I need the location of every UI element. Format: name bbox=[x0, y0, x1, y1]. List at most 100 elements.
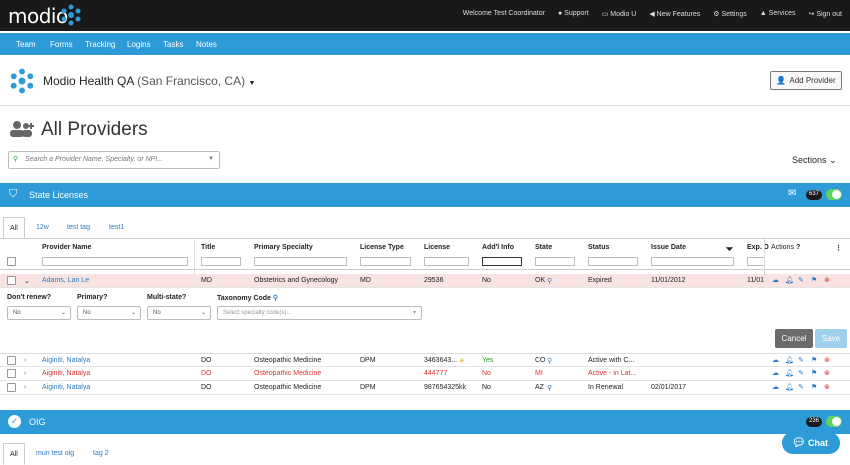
filter-specialty[interactable] bbox=[254, 257, 347, 266]
col-license-type[interactable]: License Type bbox=[360, 244, 404, 251]
expand-chevron-icon[interactable]: › bbox=[24, 370, 27, 377]
filter-provider-name[interactable] bbox=[42, 257, 188, 266]
filter-status[interactable] bbox=[588, 257, 638, 266]
filter-title[interactable] bbox=[201, 257, 241, 266]
expand-chevron-icon[interactable]: › bbox=[24, 384, 27, 391]
cancel-button[interactable]: Cancel bbox=[775, 329, 813, 348]
row-checkbox[interactable] bbox=[7, 383, 16, 392]
dont-renew-select[interactable]: No ⌄ bbox=[7, 306, 71, 320]
modio-u-link[interactable]: ▭ Modio U bbox=[601, 11, 637, 18]
state-licenses-header[interactable]: ⛉ State Licenses ✉ 637 bbox=[0, 183, 850, 207]
provider-name-link[interactable]: Aiginiti, Natalya bbox=[42, 370, 91, 377]
flag-icon[interactable]: ⚑ bbox=[811, 277, 818, 284]
search-icon[interactable]: ⚲ bbox=[547, 385, 553, 392]
filter-exp-date[interactable] bbox=[747, 257, 765, 266]
search-icon[interactable]: ⚲ bbox=[272, 295, 279, 302]
col-addl-info[interactable]: Add'l Info bbox=[482, 244, 514, 251]
multi-state-select[interactable]: No ⌄ bbox=[147, 306, 211, 320]
filter-state[interactable] bbox=[535, 257, 575, 266]
filter-issue-date[interactable] bbox=[651, 257, 734, 266]
bell-icon[interactable]: 🔔︎ bbox=[785, 370, 794, 377]
nav-forms[interactable]: Forms bbox=[50, 40, 73, 49]
cell-addl-info[interactable]: Yes bbox=[482, 357, 494, 364]
table-row[interactable]: › Aiginiti, Natalya DO Osteopathic Medic… bbox=[0, 381, 850, 395]
edit-icon[interactable]: ✎ bbox=[798, 370, 804, 377]
flag-icon[interactable]: ⚑ bbox=[811, 384, 818, 391]
filter-addl-info[interactable] bbox=[482, 257, 522, 266]
tab-12w[interactable]: 12w bbox=[36, 224, 49, 231]
org-selector[interactable]: Modio Health QA (San Francisco, CA) ▼ bbox=[43, 74, 255, 88]
cloud-download-icon[interactable]: ☁ bbox=[772, 370, 779, 377]
col-exp-date[interactable]: Exp. D bbox=[747, 244, 769, 251]
col-primary-specialty[interactable]: Primary Specialty bbox=[254, 244, 313, 251]
delete-icon[interactable]: ⊗ bbox=[824, 277, 830, 284]
search-icon[interactable]: ⚲ bbox=[547, 358, 553, 365]
primary-select[interactable]: No ⌄ bbox=[77, 306, 141, 320]
new-features-link[interactable]: ◀ New Features bbox=[649, 11, 701, 18]
filter-license[interactable] bbox=[424, 257, 469, 266]
brand-logo[interactable]: modio bbox=[8, 4, 68, 28]
sections-dropdown[interactable]: Sections ⌄ bbox=[792, 155, 837, 166]
filter-license-type[interactable] bbox=[360, 257, 411, 266]
add-provider-button[interactable]: 👤 Add Provider bbox=[770, 71, 842, 90]
bell-icon[interactable]: 🔔︎ bbox=[785, 384, 794, 391]
provider-search[interactable]: ⚲ Search a Provider Name, Specialty, or … bbox=[8, 151, 220, 169]
edit-icon[interactable]: ✎ bbox=[798, 277, 804, 284]
provider-name-link[interactable]: Aiginiti, Natalya bbox=[42, 384, 91, 391]
tab-all[interactable]: All bbox=[3, 443, 25, 465]
table-row[interactable]: › Aiginiti, Natalya DO Osteopathic Medic… bbox=[0, 353, 850, 367]
provider-name-link[interactable]: Adams, Lan Le bbox=[42, 277, 90, 284]
cloud-download-icon[interactable]: ☁ bbox=[772, 357, 779, 364]
edit-icon[interactable]: ✎ bbox=[798, 384, 804, 391]
nav-tracking[interactable]: Tracking bbox=[85, 40, 116, 49]
select-all-checkbox[interactable] bbox=[7, 257, 16, 266]
delete-icon[interactable]: ⊗ bbox=[824, 370, 830, 377]
table-row[interactable]: ⌄ Adams, Lan Le MD Obstetrics and Gyneco… bbox=[0, 274, 850, 288]
taxonomy-select[interactable]: Select specialty code(s)... ▾ bbox=[217, 306, 422, 320]
expand-chevron-icon[interactable]: › bbox=[24, 357, 27, 364]
flag-icon[interactable]: ⚑ bbox=[811, 357, 818, 364]
help-icon[interactable]: ? bbox=[796, 244, 801, 251]
tab-all[interactable]: All bbox=[3, 217, 25, 239]
delete-icon[interactable]: ⊗ bbox=[824, 357, 830, 364]
col-provider-name[interactable]: Provider Name bbox=[42, 244, 92, 251]
cloud-download-icon[interactable]: ☁ bbox=[772, 384, 779, 391]
oig-toggle[interactable] bbox=[826, 416, 842, 427]
sign-out-link[interactable]: ↪ Sign out bbox=[808, 11, 843, 18]
bell-icon[interactable]: 🔔︎ bbox=[785, 277, 794, 284]
col-status[interactable]: Status bbox=[588, 244, 610, 251]
nav-notes[interactable]: Notes bbox=[196, 40, 217, 49]
row-checkbox[interactable] bbox=[7, 276, 16, 285]
delete-icon[interactable]: ⊗ bbox=[824, 384, 830, 391]
search-icon[interactable]: ⚲ bbox=[547, 278, 553, 285]
flag-icon[interactable]: ⚑ bbox=[811, 370, 818, 377]
tab-test1[interactable]: test1 bbox=[109, 224, 125, 231]
more-options-icon[interactable]: ⋮ bbox=[835, 245, 842, 252]
nav-team[interactable]: Team bbox=[16, 40, 36, 49]
support-link[interactable]: ● Support bbox=[557, 10, 589, 17]
mail-icon[interactable]: ✉ bbox=[788, 188, 797, 199]
col-license[interactable]: License bbox=[424, 244, 451, 251]
col-state[interactable]: State bbox=[535, 244, 553, 251]
col-title[interactable]: Title bbox=[201, 244, 216, 251]
oig-header[interactable]: ✓ OIG 236 bbox=[0, 410, 850, 434]
state-licenses-toggle[interactable] bbox=[826, 189, 842, 200]
nav-logins[interactable]: Logins bbox=[127, 40, 151, 49]
row-checkbox[interactable] bbox=[7, 369, 16, 378]
tab-test-tag[interactable]: test tag bbox=[67, 224, 90, 231]
settings-link[interactable]: ⚙ Settings bbox=[713, 11, 747, 18]
col-issue-date[interactable]: Issue Date bbox=[651, 244, 687, 251]
row-checkbox[interactable] bbox=[7, 356, 16, 365]
provider-name-link[interactable]: Aiginiti, Natalya bbox=[42, 357, 91, 364]
tab-tag-2[interactable]: tag 2 bbox=[93, 450, 109, 457]
cloud-download-icon[interactable]: ☁ bbox=[772, 277, 779, 284]
edit-icon[interactable]: ✎ bbox=[798, 357, 804, 364]
bell-icon[interactable]: 🔔︎ bbox=[785, 357, 794, 364]
save-button[interactable]: Save bbox=[815, 329, 847, 348]
table-row[interactable]: › Aiginiti, Natalya DO Osteopathic Medic… bbox=[0, 367, 850, 381]
services-link[interactable]: ▲ Services bbox=[759, 10, 796, 17]
nav-tasks[interactable]: Tasks bbox=[163, 40, 184, 49]
filter-icon[interactable]: ⏷ bbox=[726, 244, 734, 254]
collapse-chevron-icon[interactable]: ⌄ bbox=[24, 278, 30, 285]
chat-button[interactable]: 💬︎ Chat bbox=[782, 432, 840, 454]
